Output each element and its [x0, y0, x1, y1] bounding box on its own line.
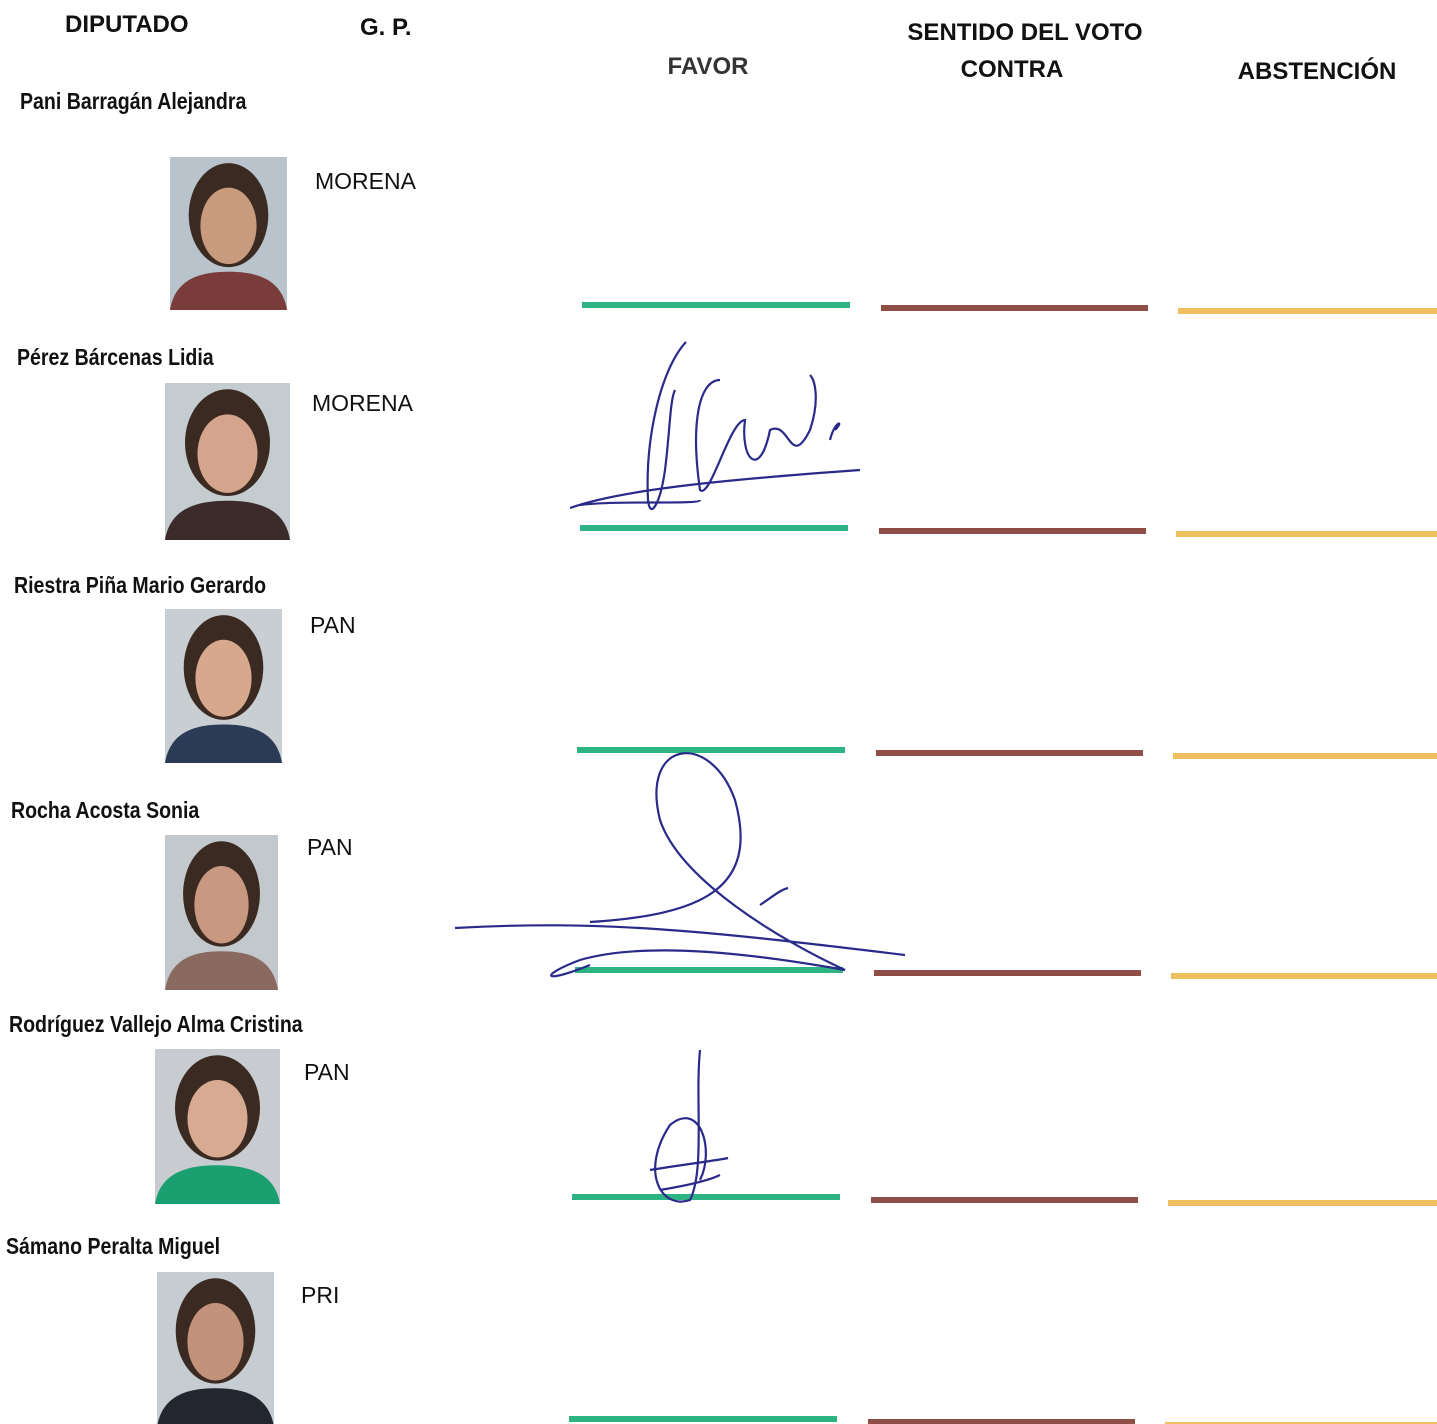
signatures [454, 341, 906, 1203]
header-contra: CONTRA [960, 56, 1064, 83]
photo-face [200, 187, 257, 265]
party: PAN [304, 1059, 350, 1085]
photo-face [195, 639, 252, 717]
party: MORENA [315, 168, 416, 194]
party: PRI [301, 1282, 340, 1308]
photo-body [165, 951, 278, 990]
header-abstencion: ABSTENCIÓN [1237, 58, 1397, 85]
photo [165, 835, 278, 990]
photo [157, 1272, 274, 1424]
deputy-name: Rocha Acosta Sonia [11, 797, 200, 823]
photo [170, 157, 287, 310]
photo-face [187, 1080, 248, 1158]
header-diputado: DIPUTADO [65, 11, 189, 38]
signature [454, 752, 906, 978]
header-favor: FAVOR [667, 53, 749, 80]
photo-face [197, 414, 258, 493]
party: PAN [310, 612, 356, 638]
photo-body [157, 1388, 274, 1424]
photo-body [170, 271, 287, 310]
photo-body [155, 1165, 280, 1204]
party: MORENA [312, 390, 413, 416]
header-sentido: SENTIDO DEL VOTO [907, 19, 1143, 46]
photo-body [165, 500, 290, 540]
photo-face [194, 866, 249, 944]
deputy-name: Pérez Bárcenas Lidia [17, 344, 214, 370]
party: PAN [307, 834, 353, 860]
photo-body [165, 724, 282, 763]
photo [155, 1049, 280, 1204]
deputy-name: Rodríguez Vallejo Alma Cristina [9, 1011, 303, 1037]
photo [165, 383, 290, 540]
signature [649, 1049, 729, 1203]
photo [165, 609, 282, 763]
deputy-name: Riestra Piña Mario Gerardo [14, 572, 267, 598]
photo-face [187, 1303, 244, 1381]
header-gp: G. P. [360, 14, 412, 41]
signature [569, 341, 861, 510]
deputy-name: Pani Barragán Alejandra [20, 88, 247, 114]
deputy-name: Sámano Peralta Miguel [6, 1233, 221, 1259]
